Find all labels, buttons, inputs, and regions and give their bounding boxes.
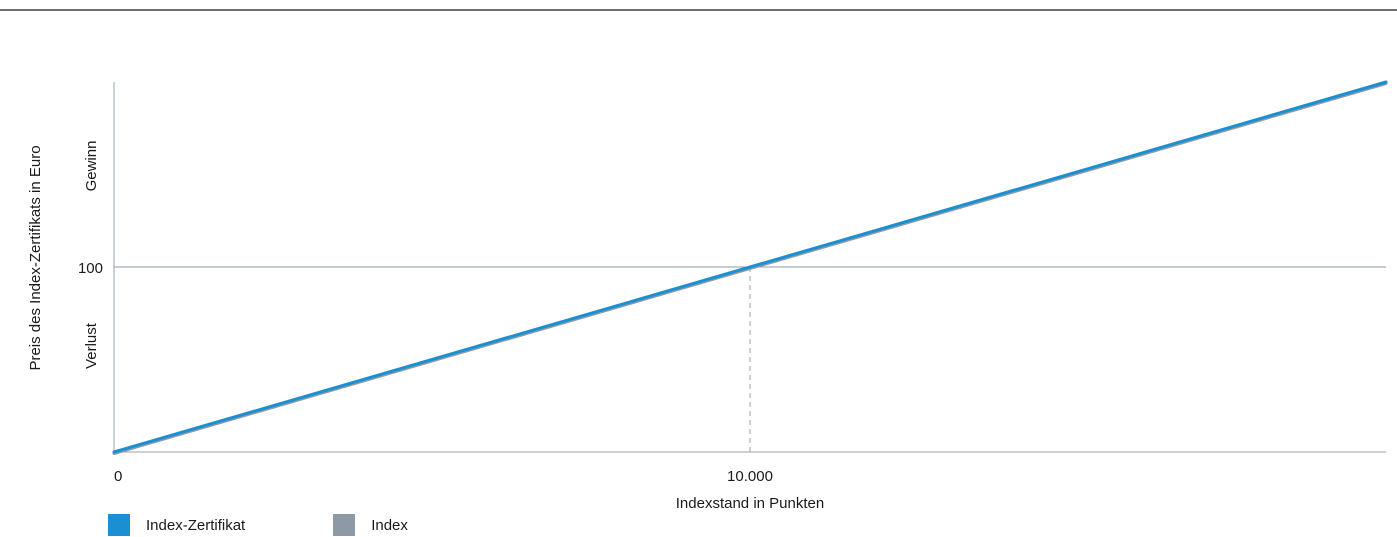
legend: Index-Zertifikat Index (108, 514, 496, 536)
x-tick-label: 10.000 (727, 468, 773, 485)
legend-label-index: Index (371, 516, 408, 534)
legend-item-index-zertifikat: Index-Zertifikat (108, 514, 245, 536)
series-line-index-zertifikat (112, 80, 1388, 454)
y-axis-title: Preis des Index-Zertifikats in Euro (27, 145, 44, 370)
legend-swatch-index-zertifikat (108, 514, 130, 536)
legend-label-index-zertifikat: Index-Zertifikat (146, 516, 246, 534)
x-axis-title: Indexstand in Punkten (676, 495, 824, 512)
zone-label-verlust: Verlust (83, 322, 100, 369)
y-tick-label: 100 (78, 260, 103, 277)
zone-label-gewinn: Gewinn (83, 141, 100, 192)
x-tick-label: 0 (114, 468, 122, 485)
legend-item-index: Index (333, 514, 408, 536)
tick-layer: 0 10.000 100 (78, 260, 773, 485)
series-layer (112, 80, 1388, 455)
legend-swatch-index (333, 514, 356, 536)
